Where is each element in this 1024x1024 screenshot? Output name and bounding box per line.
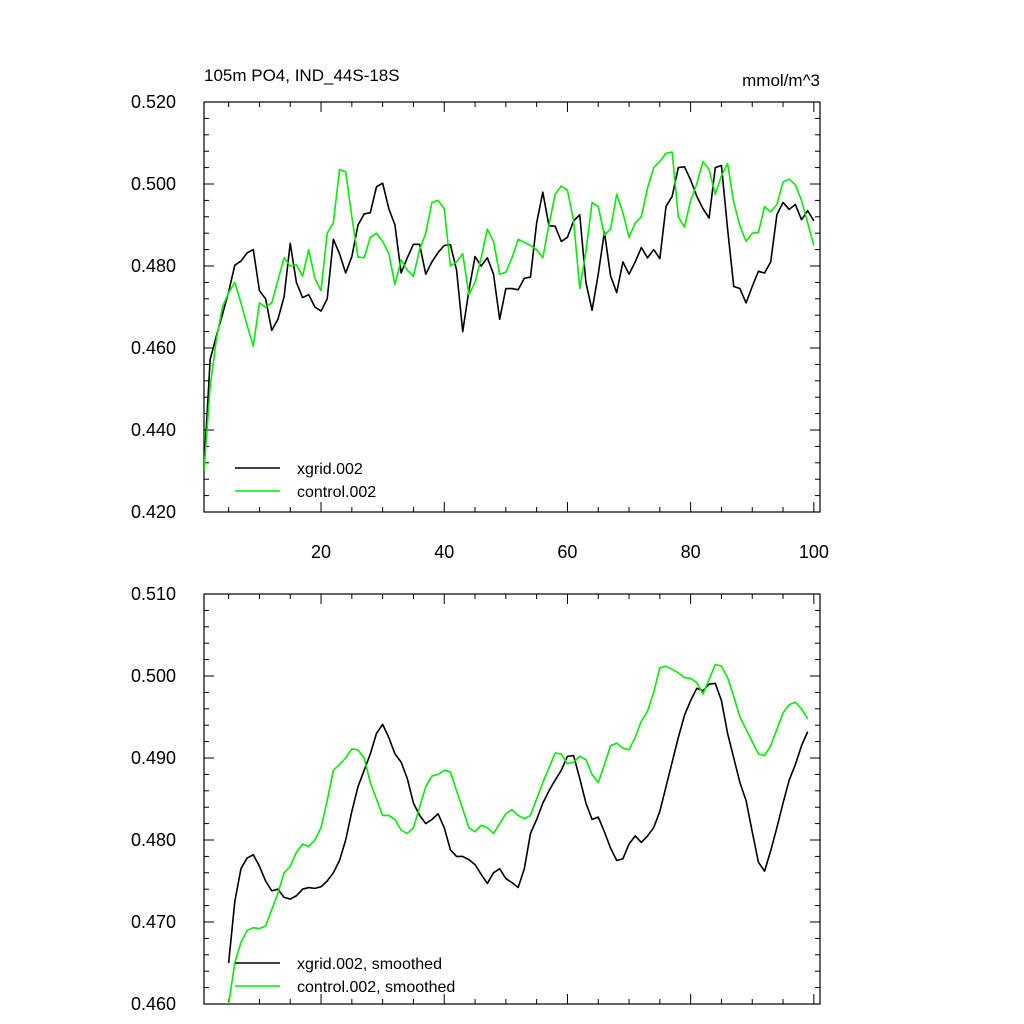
legend-top: xgrid.002 control.002 (235, 461, 376, 501)
plot-frame-top (203, 101, 821, 513)
chart-title: 105m PO4, IND_44S-18S (204, 66, 400, 85)
y-tick-label: 0.420 (131, 502, 176, 522)
y-tick-label: 0.500 (131, 174, 176, 194)
legend-label: control.002, smoothed (297, 979, 455, 996)
y-tick-label: 0.480 (131, 256, 176, 276)
x-tick-label: 40 (434, 542, 454, 562)
legend-bottom: xgrid.002, smoothed control.002, smoothed (235, 956, 455, 996)
x-tick-label: 100 (799, 542, 829, 562)
bottom-panel: 0.460 0.470 0.480 0.490 0.500 0.510 xgrid.002… (131, 584, 821, 1014)
x-tick-label: 60 (557, 542, 577, 562)
series-line-1 (204, 151, 815, 472)
plot-frame-bottom (203, 593, 821, 1005)
y-tick-label: 0.480 (131, 830, 176, 850)
series-bottom (227, 663, 809, 1004)
legend-label: control.002 (297, 484, 376, 501)
series-line-0 (227, 682, 809, 964)
y-tick-label: 0.440 (131, 420, 176, 440)
y-tick-label: 0.460 (131, 338, 176, 358)
y-tick-label: 0.490 (131, 748, 176, 768)
y-tick-label: 0.500 (131, 666, 176, 686)
top-panel: 105m PO4, IND_44S-18S mmol/m^3 0.420 0.44… (131, 66, 829, 562)
series-top (204, 151, 815, 472)
legend-label: xgrid.002, smoothed (297, 956, 442, 973)
legend-label: xgrid.002 (297, 461, 363, 478)
y-tick-label: 0.510 (131, 584, 176, 604)
y-tick-label: 0.520 (131, 92, 176, 112)
ticks-bottom: 0.460 0.470 0.480 0.490 0.500 0.510 (131, 584, 820, 1014)
y-tick-label: 0.470 (131, 912, 176, 932)
series-line-1 (227, 663, 809, 1004)
ticks-top: 0.420 0.440 0.460 0.480 0.500 0.520 20 40 60 80 10… (131, 92, 829, 562)
units-label: mmol/m^3 (742, 71, 820, 90)
y-tick-label: 0.460 (131, 994, 176, 1014)
x-tick-label: 80 (681, 542, 701, 562)
series-line-0 (204, 164, 815, 469)
x-tick-label: 20 (311, 542, 331, 562)
